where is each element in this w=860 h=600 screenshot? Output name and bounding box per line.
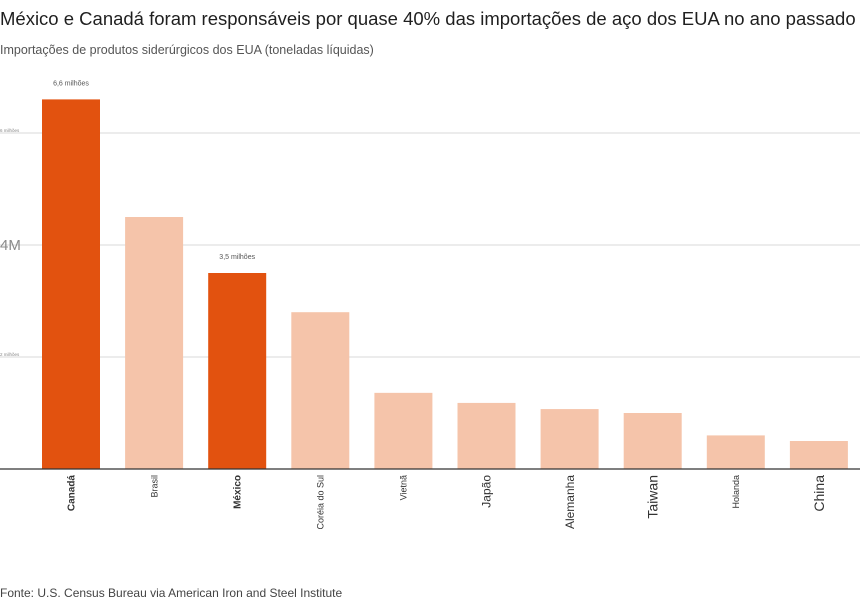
x-category-label: Brasil bbox=[149, 475, 159, 498]
x-category-label: Taiwan bbox=[645, 475, 661, 519]
x-category-label: Alemanha bbox=[563, 475, 577, 529]
bar-vietnã bbox=[374, 392, 433, 469]
x-category-label: Holanda bbox=[731, 475, 741, 509]
source-note: Fonte: U.S. Census Bureau via American I… bbox=[0, 586, 343, 600]
bar-méxico bbox=[208, 273, 267, 469]
labels: 2 milhões 4M 6 milhões Canadá Brasil México Co… bbox=[0, 80, 827, 529]
data-label: 6,6 milhões bbox=[53, 80, 89, 87]
bar-coréia-do-sul bbox=[291, 312, 350, 469]
y-tick-label: 4M bbox=[0, 237, 21, 254]
bar-taiwan bbox=[623, 413, 682, 469]
x-category-label: Vietnã bbox=[399, 475, 409, 500]
chart-subtitle: Importações de produtos siderúrgicos dos… bbox=[0, 43, 374, 57]
bar-alemanha bbox=[540, 409, 599, 469]
x-category-label: Coréia do Sul bbox=[315, 475, 325, 530]
y-tick-label: 6 milhões bbox=[0, 128, 20, 133]
chart-title: México e Canadá foram responsáveis por q… bbox=[0, 8, 856, 29]
bars bbox=[0, 99, 860, 470]
x-category-label: China bbox=[811, 475, 827, 512]
x-category-label: Canadá bbox=[67, 475, 78, 512]
bar-canadá bbox=[42, 99, 100, 470]
x-category-label: México bbox=[233, 475, 244, 509]
bar-china bbox=[789, 441, 848, 469]
bar-japão bbox=[457, 402, 516, 469]
bar-holanda bbox=[706, 435, 765, 469]
x-category-label: Japão bbox=[480, 475, 494, 508]
bar-brasil bbox=[125, 217, 184, 469]
data-label: 3,5 milhões bbox=[219, 254, 255, 261]
y-tick-label: 2 milhões bbox=[0, 352, 20, 357]
